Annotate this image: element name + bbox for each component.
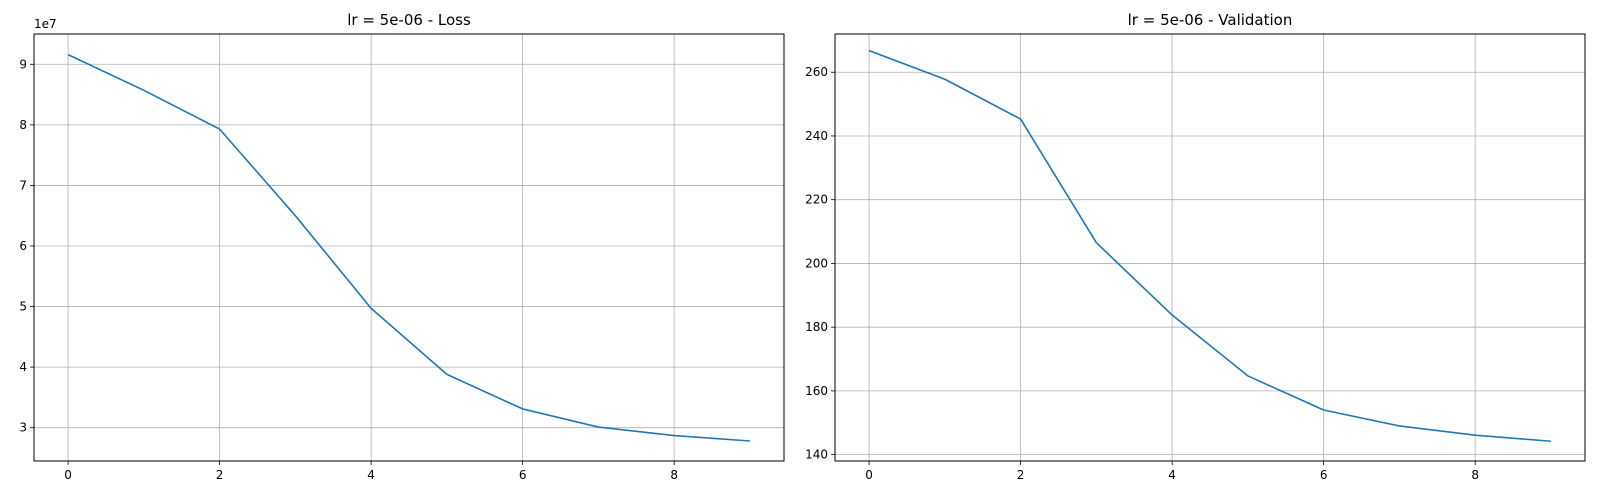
y-tick-label: 5 (19, 300, 27, 314)
y-tick-label: 8 (19, 118, 27, 132)
series-line (868, 49, 1551, 443)
y-tick-label: 9 (19, 57, 27, 71)
plot-frame (834, 33, 1586, 462)
chart-0: 0 2 4 6 8 3 4 5 6 7 8 9 lr = 5e-06 - Loss 1e7 (19, 11, 785, 482)
y-tick-label: 140 (805, 448, 828, 462)
x-tick-label: 0 (64, 468, 72, 482)
x-tick-label: 2 (1017, 468, 1025, 482)
series-line (67, 53, 750, 442)
y-tick-label: 220 (805, 193, 828, 207)
plot-frame (33, 33, 785, 462)
y-offset-label: 1e7 (34, 17, 57, 31)
y-tick-label: 160 (805, 384, 828, 398)
x-tick-label: 6 (1320, 468, 1328, 482)
y-tick-label: 200 (805, 256, 828, 270)
x-tick-label: 4 (1168, 468, 1176, 482)
x-tick-label: 0 (865, 468, 873, 482)
chart-1: 0 2 4 6 8 140 160 180 200 220 240 260 lr = 5e-06 - V… (805, 11, 1586, 482)
x-tick-label: 6 (519, 468, 527, 482)
x-tick-label: 2 (216, 468, 224, 482)
y-tick-label: 7 (19, 178, 27, 192)
y-tick-label: 180 (805, 320, 828, 334)
x-tick-label: 8 (1471, 468, 1479, 482)
chart-title: lr = 5e-06 - Validation (1128, 11, 1293, 29)
y-tick-label: 240 (805, 129, 828, 143)
y-tick-label: 6 (19, 239, 27, 253)
y-tick-label: 4 (19, 360, 27, 374)
y-tick-label: 3 (19, 421, 27, 435)
y-tick-label: 260 (805, 65, 828, 79)
chart-title: lr = 5e-06 - Loss (347, 11, 471, 29)
x-tick-label: 4 (367, 468, 375, 482)
x-tick-label: 8 (670, 468, 678, 482)
